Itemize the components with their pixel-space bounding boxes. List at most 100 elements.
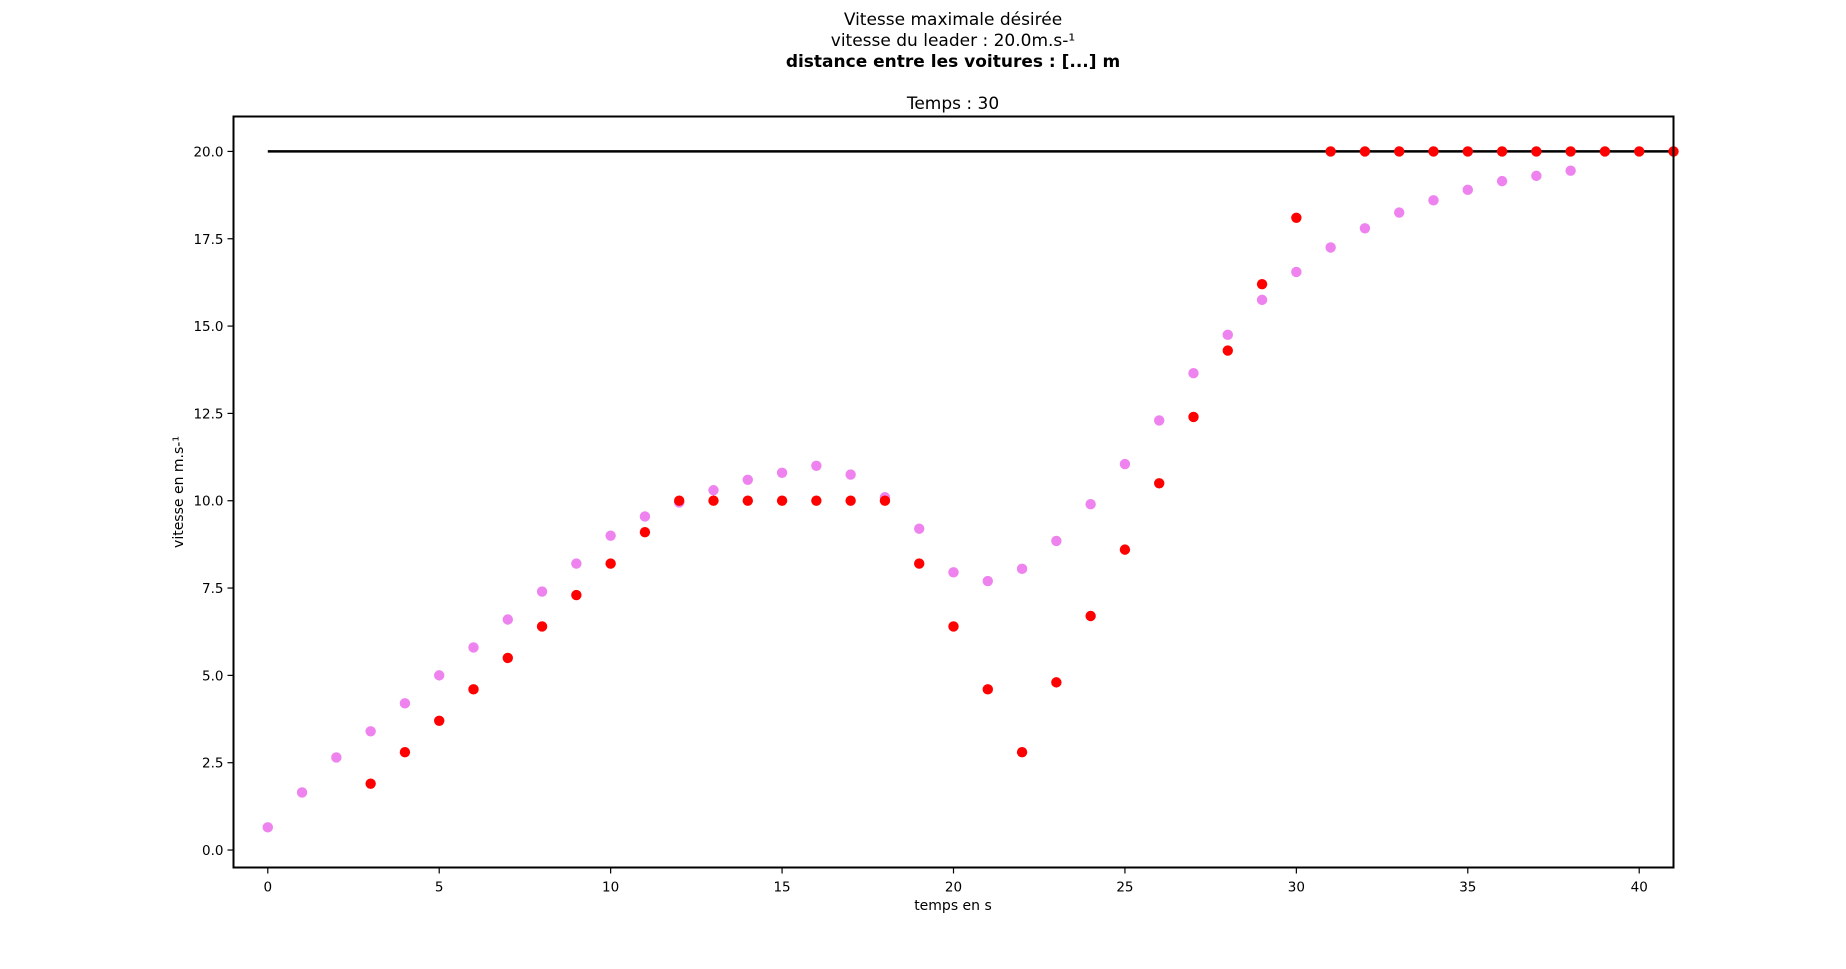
tick-group: 0 5 10 15 20 25 30 35 40 0.0 2.5 5.0 7.5 10.0 12.5 15.0… [193, 144, 1647, 895]
series-2-point [1085, 610, 1096, 622]
series-2-point [776, 495, 788, 506]
series-1-point [1256, 294, 1268, 306]
y-tick-label: 10.0 [193, 494, 223, 510]
series-1-point [331, 752, 342, 763]
series-1-point [811, 460, 822, 472]
series-2-point [845, 495, 856, 506]
series-2-point [536, 621, 548, 632]
series-1-point [1085, 499, 1096, 510]
y-tick-label: 5.0 [202, 668, 223, 684]
series-1-point [1222, 329, 1233, 341]
x-tick-label: 20 [945, 880, 962, 896]
chart-title: Vitesse maximale désirée [844, 10, 1062, 30]
series-1-point [708, 485, 719, 496]
series-1-point [468, 642, 479, 653]
series-2-point [605, 558, 616, 569]
series-1-point [1565, 165, 1576, 176]
series-1-point [1428, 195, 1439, 206]
axes-frame [232, 115, 1675, 869]
series-2-point [1016, 747, 1028, 758]
series-2-point [1359, 146, 1371, 157]
series-1-point [1119, 458, 1131, 470]
series-2-point [811, 495, 822, 506]
series-2-point [948, 621, 959, 632]
x-tick-label: 30 [1288, 880, 1305, 896]
series-2-point [1496, 146, 1508, 157]
series-1-point [296, 787, 308, 798]
y-tick-label: 15.0 [193, 319, 223, 335]
y-tick-label: 20.0 [193, 144, 223, 160]
chart-overlay-title: distance entre les voitures : [...] m [786, 52, 1120, 72]
series-2-point [399, 747, 411, 758]
series-2-point [1428, 146, 1439, 157]
series-2-point [468, 684, 479, 695]
series-2-point [708, 495, 719, 506]
series-1-point [365, 726, 376, 737]
series-1-point [1016, 563, 1028, 575]
series-2-point [1119, 544, 1131, 555]
series-1-point [1325, 242, 1336, 253]
series-2-point [1634, 146, 1645, 157]
x-tick-label: 35 [1459, 880, 1476, 896]
series-1-point [742, 474, 753, 485]
series-1-point [914, 523, 925, 534]
series-2-point [674, 495, 685, 506]
series-1-point [1496, 175, 1508, 187]
axes-title: Temps : 30 [906, 94, 999, 114]
x-tick-label: 0 [263, 880, 272, 896]
series-2-point [1462, 146, 1473, 157]
series-2-point [982, 684, 993, 695]
x-tick-label: 40 [1631, 880, 1648, 896]
series-1-point [1291, 266, 1302, 278]
series-1-point [434, 670, 445, 681]
series-2-point [1565, 146, 1576, 157]
series-2-point [502, 652, 513, 664]
series-1-point [639, 511, 651, 522]
series-2-point [1531, 146, 1542, 157]
series-2-point [1325, 146, 1336, 157]
y-tick-label: 0.0 [202, 843, 223, 859]
series-2-point [1188, 411, 1199, 423]
series-1-point [502, 614, 513, 625]
y-axis-label: vitesse en m.s-¹ [171, 436, 187, 548]
x-axis-label: temps en s [914, 898, 992, 914]
series-1-point [776, 467, 788, 478]
series-2-point [879, 495, 891, 506]
series-2-point [1051, 677, 1062, 688]
y-tick-label: 7.5 [202, 581, 223, 597]
y-tick-label: 12.5 [193, 406, 223, 422]
series-2-point [1256, 278, 1268, 290]
series-2-point [1394, 146, 1405, 157]
series-1-point [536, 586, 548, 597]
series-2-point [571, 589, 582, 601]
series-2-point [365, 778, 376, 789]
series-1-point [1154, 415, 1165, 426]
x-tick-label: 5 [435, 880, 444, 896]
series-1-point [1188, 368, 1199, 379]
series-1-point [948, 567, 959, 578]
series-1-point [605, 530, 616, 541]
x-tick-label: 15 [773, 880, 790, 896]
series-1-point [1359, 223, 1371, 234]
y-tick-label: 17.5 [193, 232, 223, 248]
series-2-point [1222, 345, 1233, 356]
series-1-point [399, 698, 411, 709]
y-tick-label: 2.5 [202, 756, 223, 772]
chart-subtitle: vitesse du leader : 20.0m.s-¹ [831, 31, 1075, 51]
series-1-point [1394, 207, 1405, 218]
series-2-point [1599, 146, 1611, 157]
series-2-point [1154, 478, 1165, 489]
series-1-point [571, 558, 582, 569]
series-2-point [434, 715, 445, 726]
series-2-point [914, 558, 925, 569]
x-tick-label: 10 [602, 880, 619, 896]
series-1-point [982, 575, 993, 587]
series-1-point [1531, 170, 1542, 182]
series-1-point [1051, 535, 1062, 547]
series-1-point [262, 822, 273, 833]
series-2-point [742, 495, 753, 506]
x-tick-label: 25 [1116, 880, 1133, 896]
series-1-point [1462, 184, 1473, 196]
series-1-point [845, 469, 856, 480]
